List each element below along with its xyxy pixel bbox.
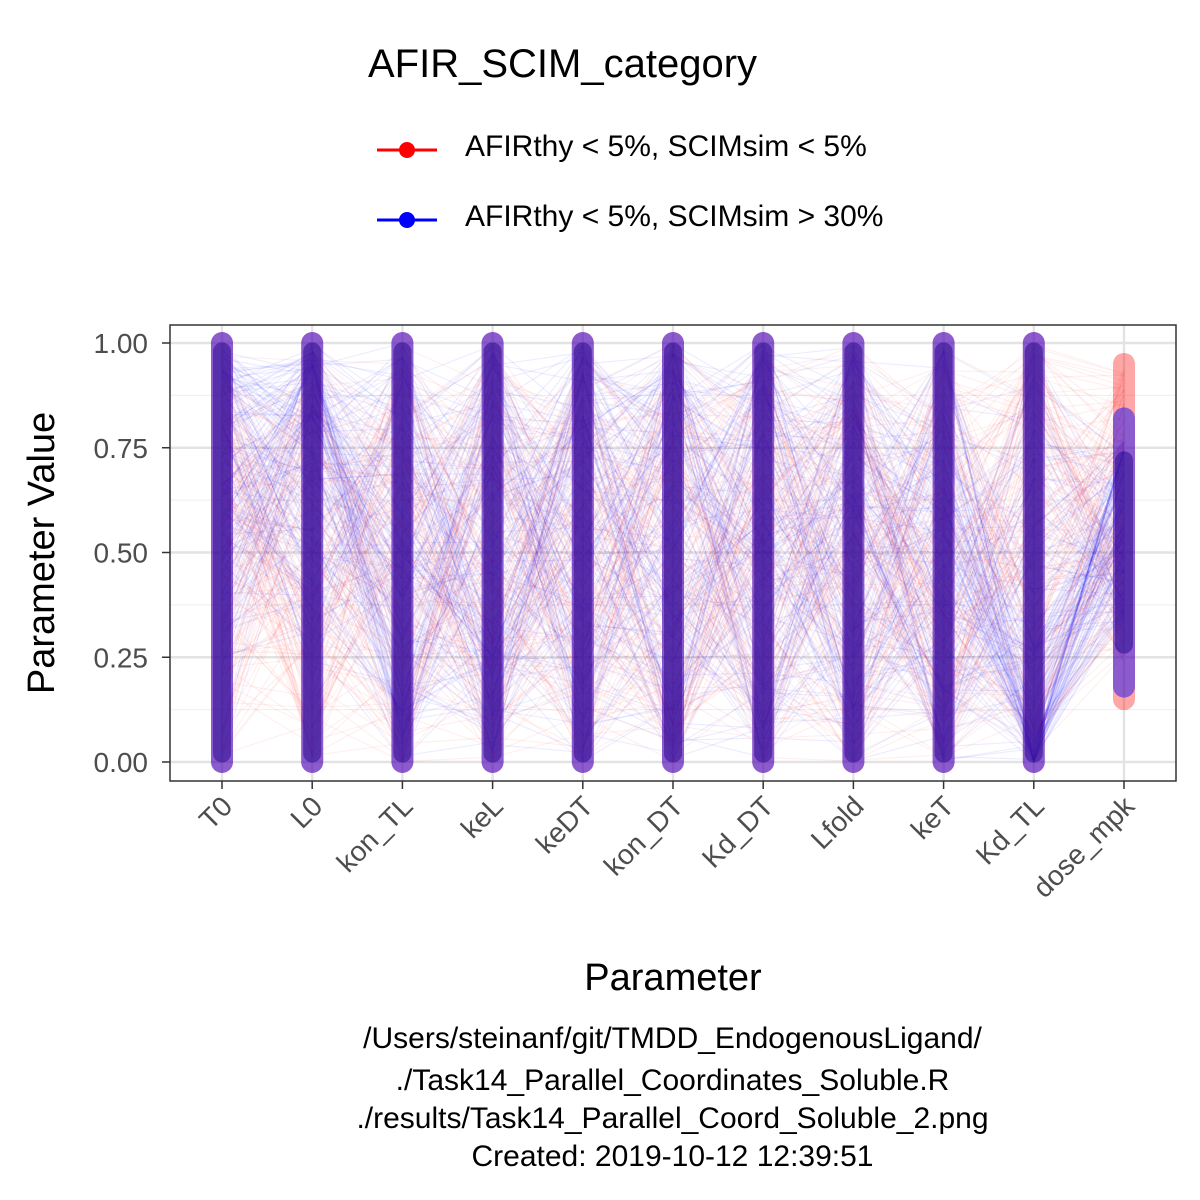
y-tick-label: 1.00 (94, 328, 149, 359)
footer-script-line: ./Task14_Parallel_Coordinates_Soluble.R (395, 1064, 950, 1097)
x-tick-label: L0 (284, 790, 328, 834)
y-tick-label: 0.75 (94, 433, 149, 464)
y-tick-label: 0.25 (94, 642, 149, 673)
x-tick-label: keL (455, 790, 509, 844)
x-tick-label: kon_DT (598, 790, 689, 881)
footer-output-line: ./results/Task14_Parallel_Coord_Soluble_… (356, 1102, 989, 1135)
footer-created-line: Created: 2019-10-12 12:39:51 (471, 1140, 874, 1173)
y-axis: 0.00 0.25 0.50 0.75 1.00 (94, 328, 170, 778)
x-tick-label: keT (905, 790, 960, 845)
x-axis-label: Parameter (584, 957, 762, 999)
x-tick-label: Lfold (805, 790, 870, 855)
x-tick-label: Kd_TL (970, 790, 1050, 870)
footer-path-line: /Users/steinanf/git/TMDD_EndogenousLigan… (363, 1022, 982, 1055)
legend-label-blue: AFIRthy < 5%, SCIMsim > 30% (465, 200, 884, 233)
y-tick-label: 0.00 (94, 747, 149, 778)
legend-key-red-icon (377, 142, 437, 158)
axis-points (211, 332, 1135, 773)
legend-item-red: AFIRthy < 5%, SCIMsim < 5% (375, 128, 1015, 172)
x-tick-label: kon_TL (331, 790, 419, 878)
legend-label-red: AFIRthy < 5%, SCIMsim < 5% (465, 130, 867, 163)
x-tick-label: Kd_DT (696, 790, 780, 874)
legend-title: AFIR_SCIM_category (368, 42, 758, 86)
x-tick-label: T0 (193, 790, 238, 835)
y-axis-label: Parameter Value (21, 412, 63, 694)
y-tick-label: 0.50 (94, 538, 149, 569)
x-tick-label: keDT (530, 790, 599, 859)
legend-key-blue-icon (377, 212, 437, 228)
legend-item-blue: AFIRthy < 5%, SCIMsim > 30% (375, 198, 1015, 242)
